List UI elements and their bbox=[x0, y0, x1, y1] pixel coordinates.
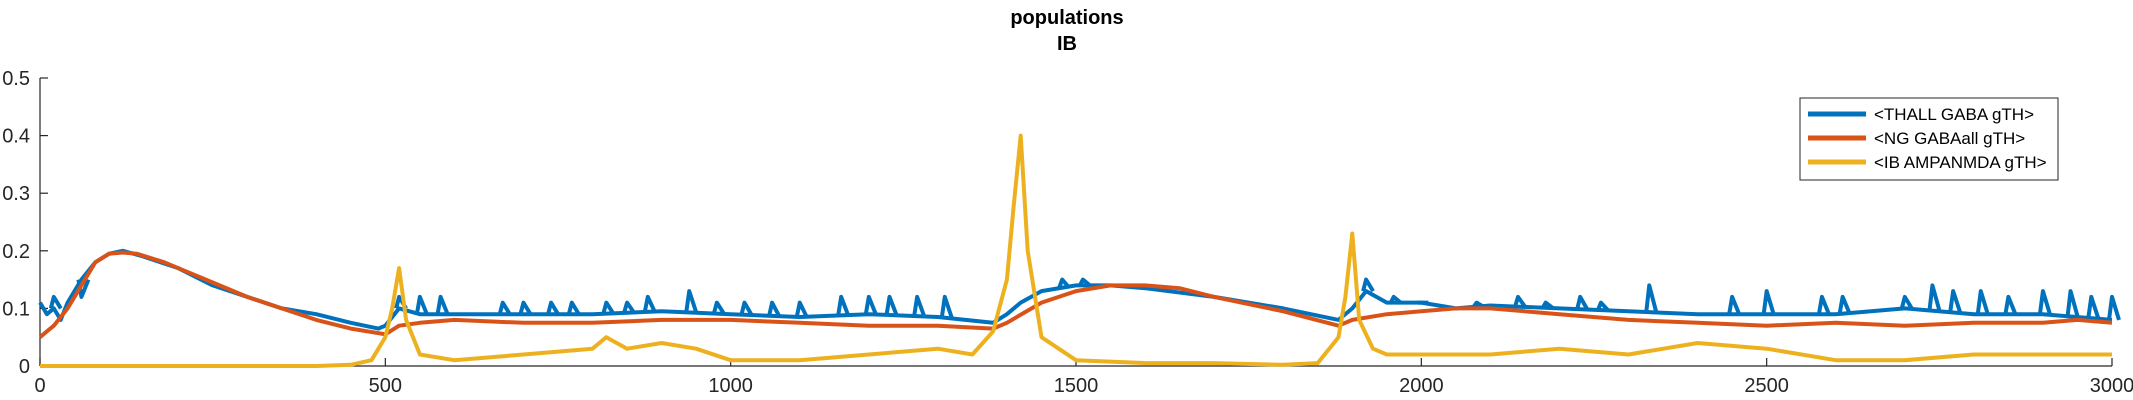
series-spike bbox=[601, 300, 616, 315]
y-tick-label: 0.3 bbox=[2, 183, 30, 205]
series-spike bbox=[1575, 294, 1589, 311]
series-spike bbox=[939, 294, 954, 319]
series-spike bbox=[2065, 289, 2080, 317]
series-spike bbox=[414, 294, 429, 315]
series-spike bbox=[1057, 277, 1071, 289]
series-spike bbox=[1596, 300, 1610, 312]
series-spike bbox=[1975, 289, 1990, 315]
series-spike bbox=[912, 294, 927, 317]
series-spike bbox=[2003, 294, 2018, 315]
series-spike bbox=[1078, 277, 1092, 287]
series-spike bbox=[711, 300, 726, 315]
series-spike bbox=[48, 294, 63, 310]
series-spike bbox=[518, 300, 533, 316]
x-tick-label: 500 bbox=[369, 375, 402, 397]
series-spike bbox=[1513, 294, 1527, 308]
y-tick-label: 0.4 bbox=[2, 126, 30, 148]
series-spike bbox=[2037, 289, 2052, 315]
series-spike bbox=[1361, 277, 1375, 293]
series-spike bbox=[1927, 283, 1942, 312]
x-tick-label: 1500 bbox=[1054, 375, 1099, 397]
series-2 bbox=[38, 250, 2113, 339]
chart-subtitle: IB bbox=[1057, 33, 1077, 55]
series-spike bbox=[884, 294, 899, 316]
x-tick-label: 0 bbox=[34, 375, 45, 397]
series-line bbox=[40, 133, 2112, 368]
y-tick-label: 0.2 bbox=[2, 241, 30, 263]
series-spike bbox=[1948, 289, 1963, 314]
series-spike bbox=[642, 294, 657, 313]
series-spike bbox=[1899, 294, 1914, 310]
chart-title: populations bbox=[1010, 7, 1123, 29]
series-spike bbox=[794, 300, 809, 318]
y-tick-label: 0.1 bbox=[2, 298, 30, 320]
x-ticks: 0 500 1000 1500 2000 2500 3000 bbox=[34, 358, 2133, 397]
series-spike bbox=[863, 294, 878, 315]
y-ticks: 0 0.1 0.2 0.3 0.4 0.5 bbox=[2, 68, 48, 378]
series-spike bbox=[566, 300, 581, 316]
series-spike bbox=[435, 294, 450, 315]
series-spike bbox=[546, 300, 560, 316]
series-spike bbox=[767, 300, 781, 317]
chart-legend: <THALL GABA gTH> <NG GABAall gTH> <IB AMPA… bbox=[1799, 97, 2059, 181]
legend-items: <THALL GABA gTH> <NG GABAall gTH> <IB AMPA… bbox=[1808, 105, 2047, 172]
series-spike bbox=[497, 300, 512, 316]
series-spike bbox=[1837, 294, 1852, 315]
x-tick-label: 2000 bbox=[1399, 375, 1444, 397]
y-tick-label: 0 bbox=[19, 356, 30, 378]
series-line bbox=[38, 250, 2113, 339]
series-spike bbox=[2086, 294, 2101, 319]
series-spike bbox=[684, 289, 699, 314]
series-spike bbox=[836, 294, 851, 317]
y-tick-label: 0.5 bbox=[2, 68, 30, 90]
series-layer bbox=[38, 133, 2121, 368]
x-tick-label: 3000 bbox=[2090, 375, 2133, 397]
legend-label: <NG GABAall gTH> bbox=[1874, 129, 2025, 148]
x-tick-label: 2500 bbox=[1744, 375, 1789, 397]
series-spike bbox=[2107, 294, 2121, 321]
legend-label: <IB AMPANMDA gTH> bbox=[1874, 153, 2047, 172]
series-spike bbox=[1540, 300, 1554, 310]
series-spike bbox=[1761, 289, 1776, 315]
series-3 bbox=[40, 133, 2112, 368]
series-spike bbox=[1727, 294, 1741, 315]
series-spike bbox=[1388, 294, 1402, 305]
series-spike bbox=[739, 300, 754, 316]
series-spike bbox=[1471, 300, 1485, 309]
x-tick-label: 1000 bbox=[708, 375, 753, 397]
series-spike bbox=[1644, 283, 1659, 313]
series-spike bbox=[1816, 294, 1831, 315]
legend-label: <THALL GABA gTH> bbox=[1874, 105, 2034, 124]
series-spike bbox=[622, 300, 636, 314]
